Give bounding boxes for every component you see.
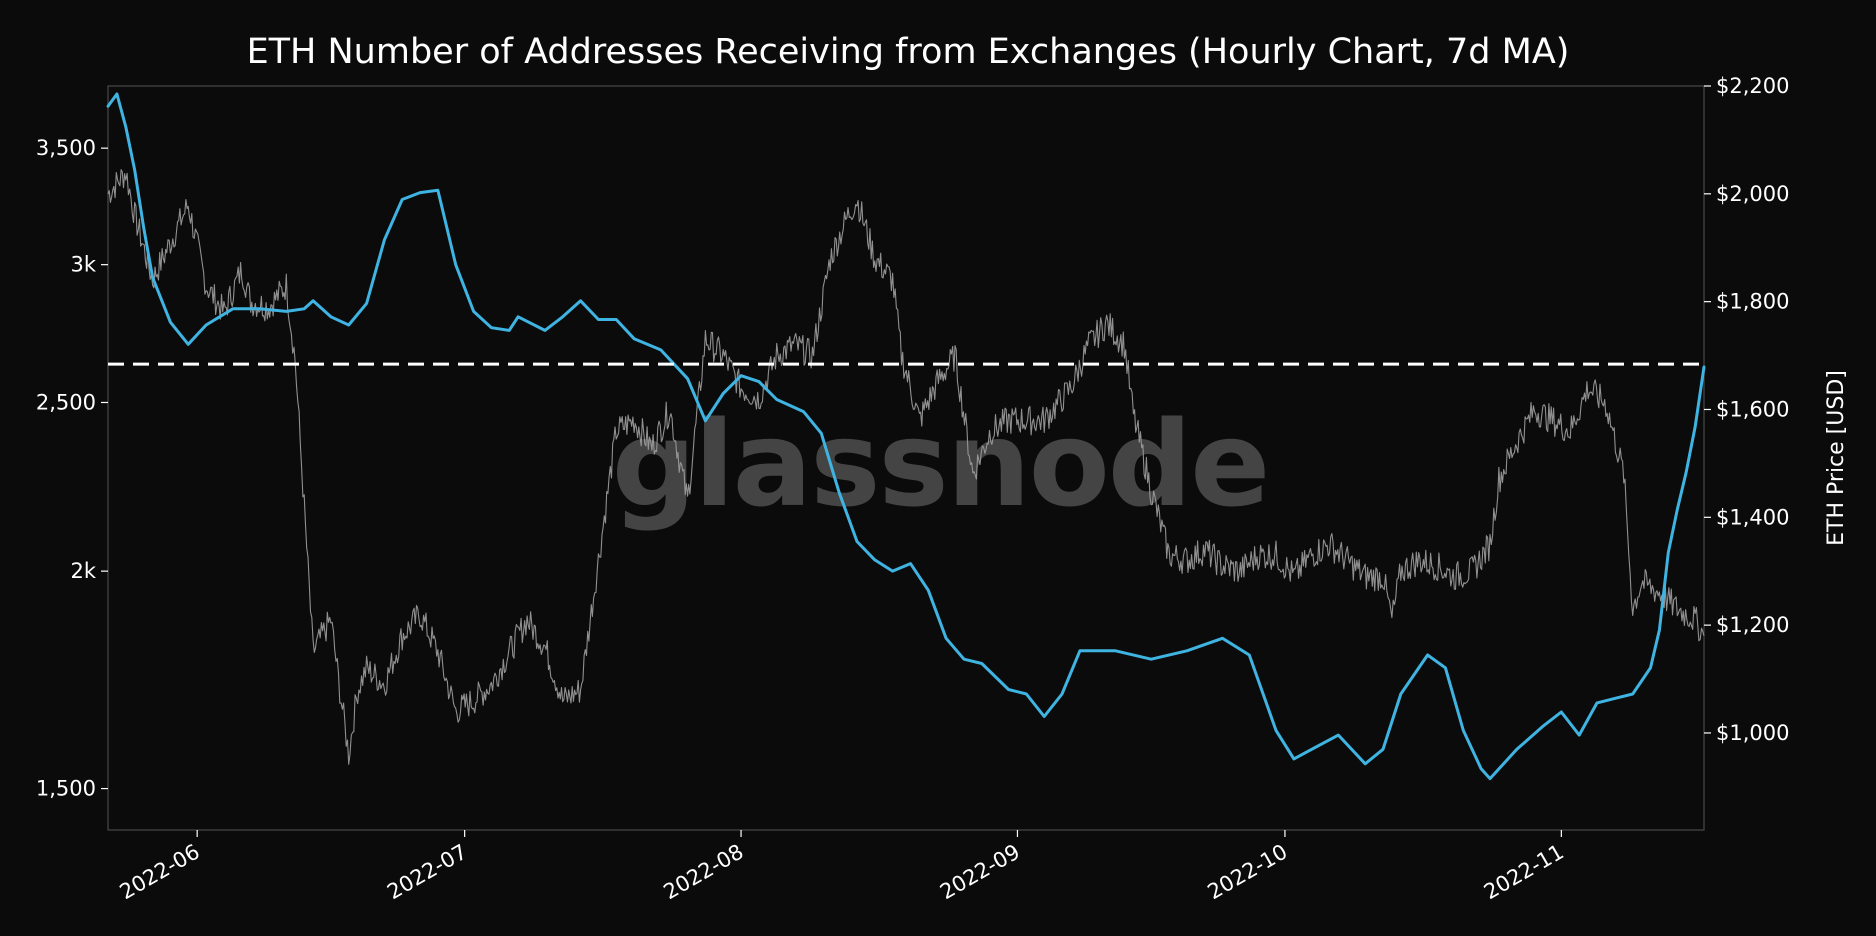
chart-title: ETH Number of Addresses Receiving from E… bbox=[247, 32, 1570, 72]
left-tick-label: 3k bbox=[70, 253, 96, 277]
left-tick-label: 1,500 bbox=[36, 777, 96, 801]
right-tick-label: $1,200 bbox=[1716, 613, 1789, 637]
addresses-receiving-line bbox=[106, 92, 1706, 781]
glassnode-watermark: glassnode bbox=[612, 395, 1269, 533]
left-axis: 1,500 2k 2,500 3k 3,500 bbox=[36, 136, 108, 801]
price-series-layer bbox=[107, 169, 1705, 765]
left-tick-label: 2k bbox=[70, 559, 96, 583]
right-tick-label: $2,000 bbox=[1716, 182, 1789, 206]
right-axis-label: ETH Price [USD] bbox=[1824, 370, 1849, 546]
right-tick-label: $1,000 bbox=[1716, 721, 1789, 745]
plot-area: glassnode bbox=[106, 85, 1706, 831]
right-tick-label: $1,600 bbox=[1716, 397, 1789, 421]
right-tick-label: $1,400 bbox=[1716, 505, 1789, 529]
addresses-series-layer bbox=[106, 92, 1706, 781]
eth-price-line bbox=[107, 169, 1705, 765]
right-tick-label: $1,800 bbox=[1716, 290, 1789, 314]
plot-frame bbox=[107, 85, 1705, 831]
left-tick-label: 3,500 bbox=[36, 136, 96, 160]
right-tick-label: $2,200 bbox=[1716, 74, 1789, 98]
right-axis: $1,000 $1,200 $1,400 $1,600 $1,800 $2,000 $2,2… bbox=[1704, 74, 1789, 745]
left-tick-label: 2,500 bbox=[36, 390, 96, 414]
